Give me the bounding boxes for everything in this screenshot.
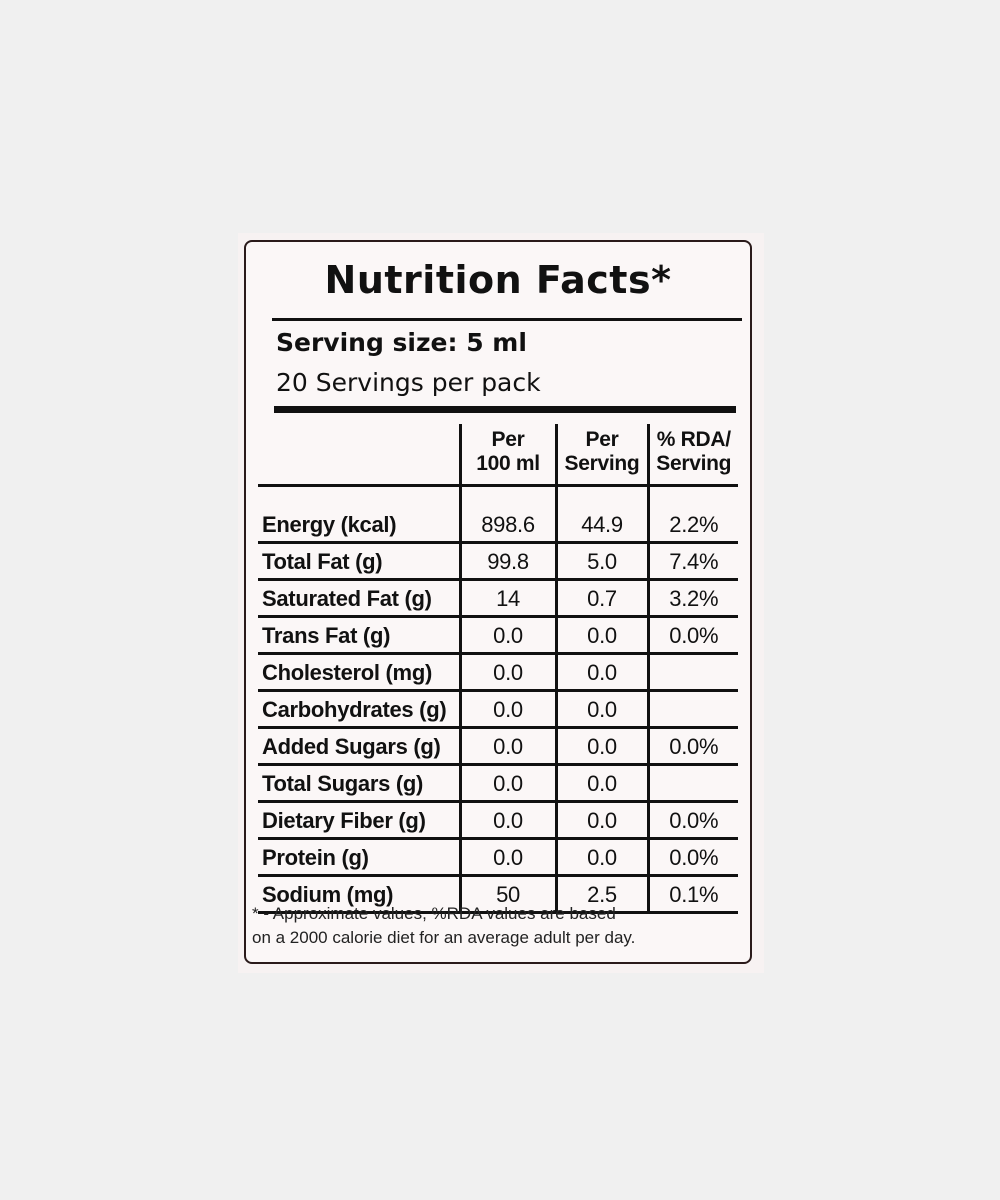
table-row: Total Fat (g) 99.8 5.0 7.4% xyxy=(258,542,738,581)
table-row: Carbohydrates (g) 0.0 0.0 xyxy=(258,690,738,729)
value-per-serving: 0.0 xyxy=(556,727,650,766)
nutrient-name: Protein (g) xyxy=(258,838,462,877)
value-per-100ml: 99.8 xyxy=(460,542,558,581)
value-rda xyxy=(648,764,738,803)
value-per-100ml: 50 xyxy=(460,875,558,914)
table-row: Energy (kcal) 898.6 44.9 2.2% xyxy=(258,485,738,544)
value-per-100ml: 14 xyxy=(460,579,558,618)
nutrient-name: Trans Fat (g) xyxy=(258,616,462,655)
label-title: Nutrition Facts* xyxy=(324,258,672,302)
value-per-serving: 0.0 xyxy=(556,653,650,692)
nutrient-name: Energy (kcal) xyxy=(258,485,462,544)
nutrient-name: Carbohydrates (g) xyxy=(258,690,462,729)
table-header-row: Per 100 ml Per Serving % RDA/ Serving xyxy=(258,424,738,487)
value-per-serving: 0.0 xyxy=(556,690,650,729)
value-per-serving: 2.5 xyxy=(556,875,650,914)
nutrient-name: Saturated Fat (g) xyxy=(258,579,462,618)
nutrient-name: Total Fat (g) xyxy=(258,542,462,581)
nutrient-name: Sodium (mg) xyxy=(258,875,462,914)
table-row: Total Sugars (g) 0.0 0.0 xyxy=(258,764,738,803)
header-rda-serving: % RDA/ Serving xyxy=(646,424,738,487)
table-row: Trans Fat (g) 0.0 0.0 0.0% xyxy=(258,616,738,655)
serving-thick-rule xyxy=(274,406,736,413)
value-per-100ml: 0.0 xyxy=(460,690,558,729)
nutrient-name: Total Sugars (g) xyxy=(258,764,462,803)
nutrient-name: Added Sugars (g) xyxy=(258,727,462,766)
value-per-serving: 5.0 xyxy=(556,542,650,581)
table-row: Saturated Fat (g) 14 0.7 3.2% xyxy=(258,579,738,618)
value-rda: 2.2% xyxy=(648,485,738,544)
header-per-serving: Per Serving xyxy=(554,424,648,487)
value-per-serving: 0.0 xyxy=(556,616,650,655)
footnote: * - Approximate values, %RDA values are … xyxy=(252,902,635,950)
value-per-serving: 0.0 xyxy=(556,764,650,803)
nutrient-name: Dietary Fiber (g) xyxy=(258,801,462,840)
value-per-100ml: 0.0 xyxy=(460,838,558,877)
value-rda: 3.2% xyxy=(648,579,738,618)
value-per-serving: 0.7 xyxy=(556,579,650,618)
nutrient-name: Cholesterol (mg) xyxy=(258,653,462,692)
value-rda: 7.4% xyxy=(648,542,738,581)
value-rda: 0.0% xyxy=(648,616,738,655)
header-blank xyxy=(258,424,460,487)
footnote-line-2: on a 2000 calorie diet for an average ad… xyxy=(252,928,636,947)
value-per-100ml: 898.6 xyxy=(460,485,558,544)
table-row: Sodium (mg) 50 2.5 0.1% xyxy=(258,875,738,914)
value-per-serving: 44.9 xyxy=(556,485,650,544)
footnote-line-1: * - Approximate values, %RDA values are … xyxy=(252,904,616,923)
title-rule xyxy=(272,318,742,321)
table-row: Dietary Fiber (g) 0.0 0.0 0.0% xyxy=(258,801,738,840)
nutrition-table: Per 100 ml Per Serving % RDA/ Serving En… xyxy=(258,424,738,914)
value-rda: 0.0% xyxy=(648,838,738,877)
header-per-100ml: Per 100 ml xyxy=(458,424,556,487)
table-row: Protein (g) 0.0 0.0 0.0% xyxy=(258,838,738,877)
value-per-100ml: 0.0 xyxy=(460,764,558,803)
value-per-serving: 0.0 xyxy=(556,838,650,877)
value-per-100ml: 0.0 xyxy=(460,801,558,840)
table-row: Added Sugars (g) 0.0 0.0 0.0% xyxy=(258,727,738,766)
value-per-100ml: 0.0 xyxy=(460,616,558,655)
value-rda xyxy=(648,690,738,729)
value-per-100ml: 0.0 xyxy=(460,727,558,766)
value-per-100ml: 0.0 xyxy=(460,653,558,692)
value-per-serving: 0.0 xyxy=(556,801,650,840)
value-rda: 0.0% xyxy=(648,801,738,840)
value-rda: 0.0% xyxy=(648,727,738,766)
table-row: Cholesterol (mg) 0.0 0.0 xyxy=(258,653,738,692)
nutrition-label: Nutrition Facts* Serving size: 5 ml 20 S… xyxy=(244,240,752,964)
servings-per-pack: 20 Servings per pack xyxy=(276,368,541,397)
serving-size: Serving size: 5 ml xyxy=(276,328,527,357)
value-rda: 0.1% xyxy=(648,875,738,914)
value-rda xyxy=(648,653,738,692)
